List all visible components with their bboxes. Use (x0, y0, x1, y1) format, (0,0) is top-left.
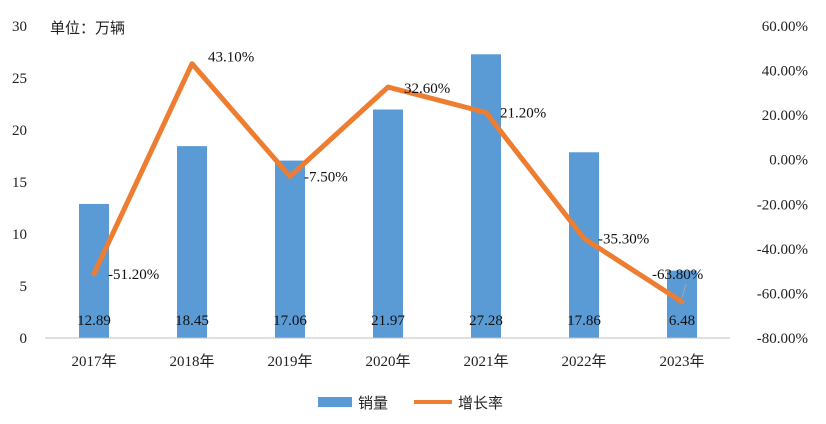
x-axis: 2017年 2018年 2019年 2020年 2021年 2022年 2023年 (71, 353, 704, 370)
x-tick-label: 2020年 (365, 353, 410, 370)
line-value-label: -51.20% (108, 267, 159, 283)
y-left-tick-label: 20 (12, 123, 27, 139)
bar (275, 160, 305, 338)
bar (177, 146, 207, 338)
bar (471, 54, 501, 339)
line-data-labels: -51.20% 43.10% -7.50% 32.60% 21.20% -35.30% -6… (108, 50, 703, 299)
unit-label: 单位：万辆 (50, 19, 125, 37)
y-left-tick-label: 10 (12, 227, 27, 243)
label-leader-line (681, 283, 687, 299)
y-axis-right: -80.00% -60.00% -40.00% -20.00% 0.00% 20.00% 4… (757, 19, 808, 347)
line-value-label: -7.50% (304, 169, 348, 185)
legend: 销量 增长率 (318, 394, 503, 412)
y-axis-left: 0 5 10 15 20 25 30 (12, 19, 27, 347)
growth-line (91, 61, 685, 305)
y-right-tick-label: -80.00% (757, 331, 808, 347)
line-value-label: 43.10% (208, 50, 254, 66)
legend-swatch-sales (318, 397, 352, 407)
bar-value-label: 18.45 (175, 313, 209, 329)
bar (373, 109, 403, 339)
line-value-label: -63.80% (652, 267, 703, 283)
line-value-label: 21.20% (500, 105, 546, 121)
bar-value-label: 6.48 (669, 313, 695, 329)
y-left-tick-label: 30 (12, 19, 27, 35)
line-series (91, 61, 685, 305)
y-right-tick-label: 20.00% (762, 108, 808, 124)
bar-value-label: 17.86 (567, 313, 601, 329)
x-tick-label: 2019年 (267, 353, 312, 370)
bar-data-labels: 12.89 18.45 17.06 21.97 27.28 17.86 6.48 (77, 313, 695, 329)
line-value-label: 32.60% (404, 81, 450, 97)
bar-value-label: 21.97 (371, 313, 405, 329)
bar-value-label: 12.89 (77, 313, 111, 329)
bar-value-label: 17.06 (273, 313, 307, 329)
y-left-tick-label: 25 (12, 71, 27, 87)
legend-label-growth: 增长率 (458, 394, 503, 412)
y-right-tick-label: -60.00% (757, 286, 808, 302)
y-right-tick-label: 40.00% (762, 64, 808, 80)
bar-series (79, 54, 697, 339)
x-tick-label: 2021年 (463, 353, 508, 370)
legend-label-sales: 销量 (358, 394, 388, 412)
bar-value-label: 27.28 (469, 313, 503, 329)
x-tick-label: 2018年 (169, 353, 214, 370)
y-right-tick-label: 0.00% (769, 153, 808, 169)
x-tick-label: 2022年 (561, 353, 606, 370)
line-value-label: -35.30% (598, 231, 649, 247)
y-left-tick-label: 5 (20, 279, 28, 295)
y-left-tick-label: 15 (12, 175, 27, 191)
y-left-tick-label: 0 (20, 331, 28, 347)
y-right-tick-label: -40.00% (757, 242, 808, 258)
y-right-tick-label: -20.00% (757, 197, 808, 213)
x-tick-label: 2023年 (659, 353, 704, 370)
y-right-tick-label: 60.00% (762, 19, 808, 35)
x-tick-label: 2017年 (71, 353, 116, 370)
